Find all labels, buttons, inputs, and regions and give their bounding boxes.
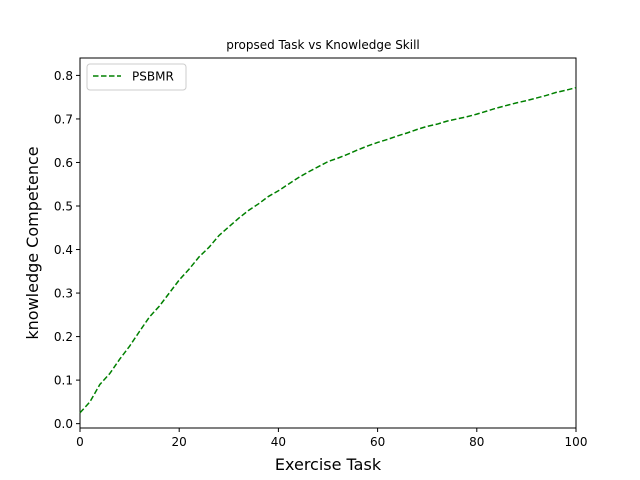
y-tick-label: 0.8 — [54, 69, 73, 83]
series-layer — [79, 86, 577, 414]
x-tick-label: 40 — [271, 435, 286, 449]
y-axis-label: knowledge Competence — [23, 146, 42, 339]
y-tick-label: 0.4 — [54, 243, 73, 257]
y-tick-label: 0.7 — [54, 112, 73, 126]
x-tick-label: 0 — [76, 435, 84, 449]
y-tick-label: 0.5 — [54, 200, 73, 214]
x-axis: 0 20 40 60 80 100 — [76, 428, 587, 449]
legend: PSBMR — [86, 63, 187, 91]
x-axis-label: Exercise Task — [275, 455, 382, 474]
y-tick-label: 0.1 — [54, 374, 73, 388]
y-tick-label: 0.3 — [54, 287, 73, 301]
y-tick-label: 0.6 — [54, 156, 73, 170]
legend-box — [86, 63, 187, 91]
y-axis: 0.0 0.1 0.2 0.3 0.4 0.5 0.6 0.7 0.8 — [54, 69, 80, 431]
chart-title: propsed Task vs Knowledge Skill — [226, 38, 420, 52]
x-tick-label: 80 — [469, 435, 484, 449]
y-tick-label: 0.0 — [54, 417, 73, 431]
plot-area — [79, 57, 577, 429]
y-tick-label: 0.2 — [54, 330, 73, 344]
x-tick-label: 100 — [565, 435, 588, 449]
x-tick-label: 60 — [370, 435, 385, 449]
x-tick-label: 20 — [172, 435, 187, 449]
legend-label-psbmr: PSBMR — [132, 70, 174, 84]
series-line-psbmr — [79, 86, 577, 414]
